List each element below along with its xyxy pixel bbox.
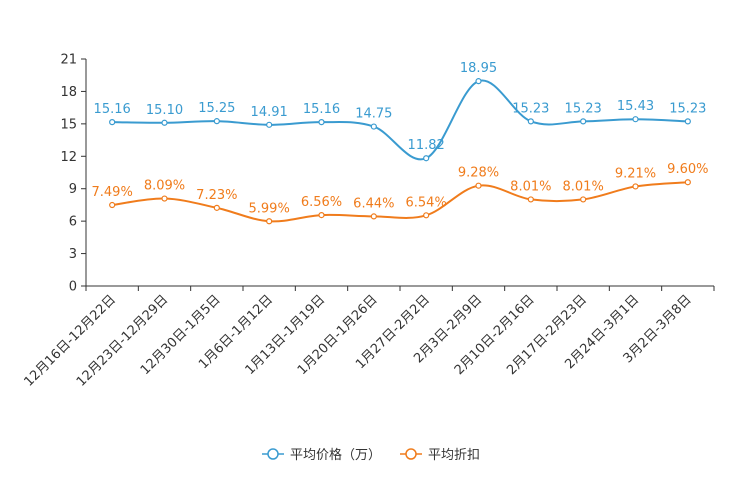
data-label: 11.82 <box>408 138 445 153</box>
legend[interactable]: 平均价格（万） 平均折扣 <box>262 447 480 463</box>
data-label: 8.01% <box>510 179 551 194</box>
data-point[interactable] <box>266 121 273 128</box>
data-point[interactable] <box>684 179 691 186</box>
data-point[interactable] <box>370 123 377 130</box>
series-2: 7.49% 8.09% 7.23% 5.99% 6.56% 6.44% 6.54% 9.28%… <box>92 162 708 225</box>
data-label: 15.25 <box>198 101 235 116</box>
data-point[interactable] <box>266 218 273 225</box>
y-tick-label: 9 <box>69 182 77 197</box>
data-label: 14.91 <box>251 105 288 120</box>
y-tick-label: 3 <box>69 247 77 262</box>
series-line <box>112 79 688 161</box>
data-label: 7.23% <box>196 188 237 203</box>
series-layer: 15.16 15.10 15.25 14.91 15.16 14.75 11.82 18.95… <box>92 61 708 225</box>
data-label: 6.44% <box>353 196 394 211</box>
data-label: 8.09% <box>144 179 185 194</box>
data-label: 15.16 <box>94 102 131 117</box>
data-point[interactable] <box>580 196 587 203</box>
series-line <box>112 181 688 223</box>
data-label: 15.23 <box>512 101 549 116</box>
data-point[interactable] <box>580 118 587 125</box>
data-point[interactable] <box>161 195 168 202</box>
data-point[interactable] <box>213 118 220 125</box>
data-point[interactable] <box>423 155 430 162</box>
legend-label: 平均折扣 <box>428 448 480 463</box>
data-label: 15.16 <box>303 102 340 117</box>
data-point[interactable] <box>475 182 482 189</box>
data-point[interactable] <box>423 212 430 219</box>
data-label: 15.23 <box>669 101 706 116</box>
data-point[interactable] <box>318 119 325 126</box>
x-tick-label: 12月16日-12月22日 <box>22 292 119 389</box>
y-tick-label: 21 <box>60 53 77 68</box>
data-point[interactable] <box>109 119 116 126</box>
data-label: 6.56% <box>301 195 342 210</box>
data-label: 14.75 <box>355 107 392 122</box>
data-label: 7.49% <box>92 185 133 200</box>
data-point[interactable] <box>527 118 534 125</box>
data-point[interactable] <box>632 183 639 190</box>
data-point[interactable] <box>684 118 691 125</box>
y-tick-label: 12 <box>60 150 77 165</box>
data-point[interactable] <box>161 119 168 126</box>
y-tick-label: 18 <box>60 85 77 100</box>
data-label: 5.99% <box>249 201 290 216</box>
data-point[interactable] <box>527 196 534 203</box>
x-tick-label: 12月23日-12月29日 <box>74 292 171 389</box>
data-point[interactable] <box>475 78 482 85</box>
data-label: 9.21% <box>615 166 656 181</box>
data-point[interactable] <box>632 116 639 123</box>
data-label: 15.23 <box>565 101 602 116</box>
data-label: 18.95 <box>460 61 497 76</box>
legend-item-2[interactable]: 平均折扣 <box>400 448 480 463</box>
legend-marker-icon <box>267 448 279 460</box>
data-point[interactable] <box>318 211 325 219</box>
data-point[interactable] <box>109 201 116 209</box>
legend-marker-icon <box>405 448 417 460</box>
y-tick-label: 15 <box>60 117 77 132</box>
data-label: 6.54% <box>406 195 447 210</box>
data-label: 8.01% <box>563 179 604 194</box>
data-label: 9.60% <box>667 162 708 177</box>
data-label: 9.28% <box>458 166 499 181</box>
data-label: 15.43 <box>617 99 654 114</box>
y-tick-label: 0 <box>69 280 77 295</box>
x-axis: 12月16日-12月22日12月23日-12月29日12月30日-1月5日1月6… <box>22 285 715 390</box>
legend-item-1[interactable]: 平均价格（万） <box>262 447 381 463</box>
data-label: 15.10 <box>146 103 183 118</box>
y-axis: 0 3 6 9 12 15 18 21 <box>60 53 87 295</box>
y-tick-label: 6 <box>69 215 77 230</box>
legend-label: 平均价格（万） <box>290 447 381 463</box>
data-point[interactable] <box>213 204 220 211</box>
data-point[interactable] <box>370 213 377 220</box>
series-1: 15.16 15.10 15.25 14.91 15.16 14.75 11.82 18.95… <box>94 61 706 162</box>
